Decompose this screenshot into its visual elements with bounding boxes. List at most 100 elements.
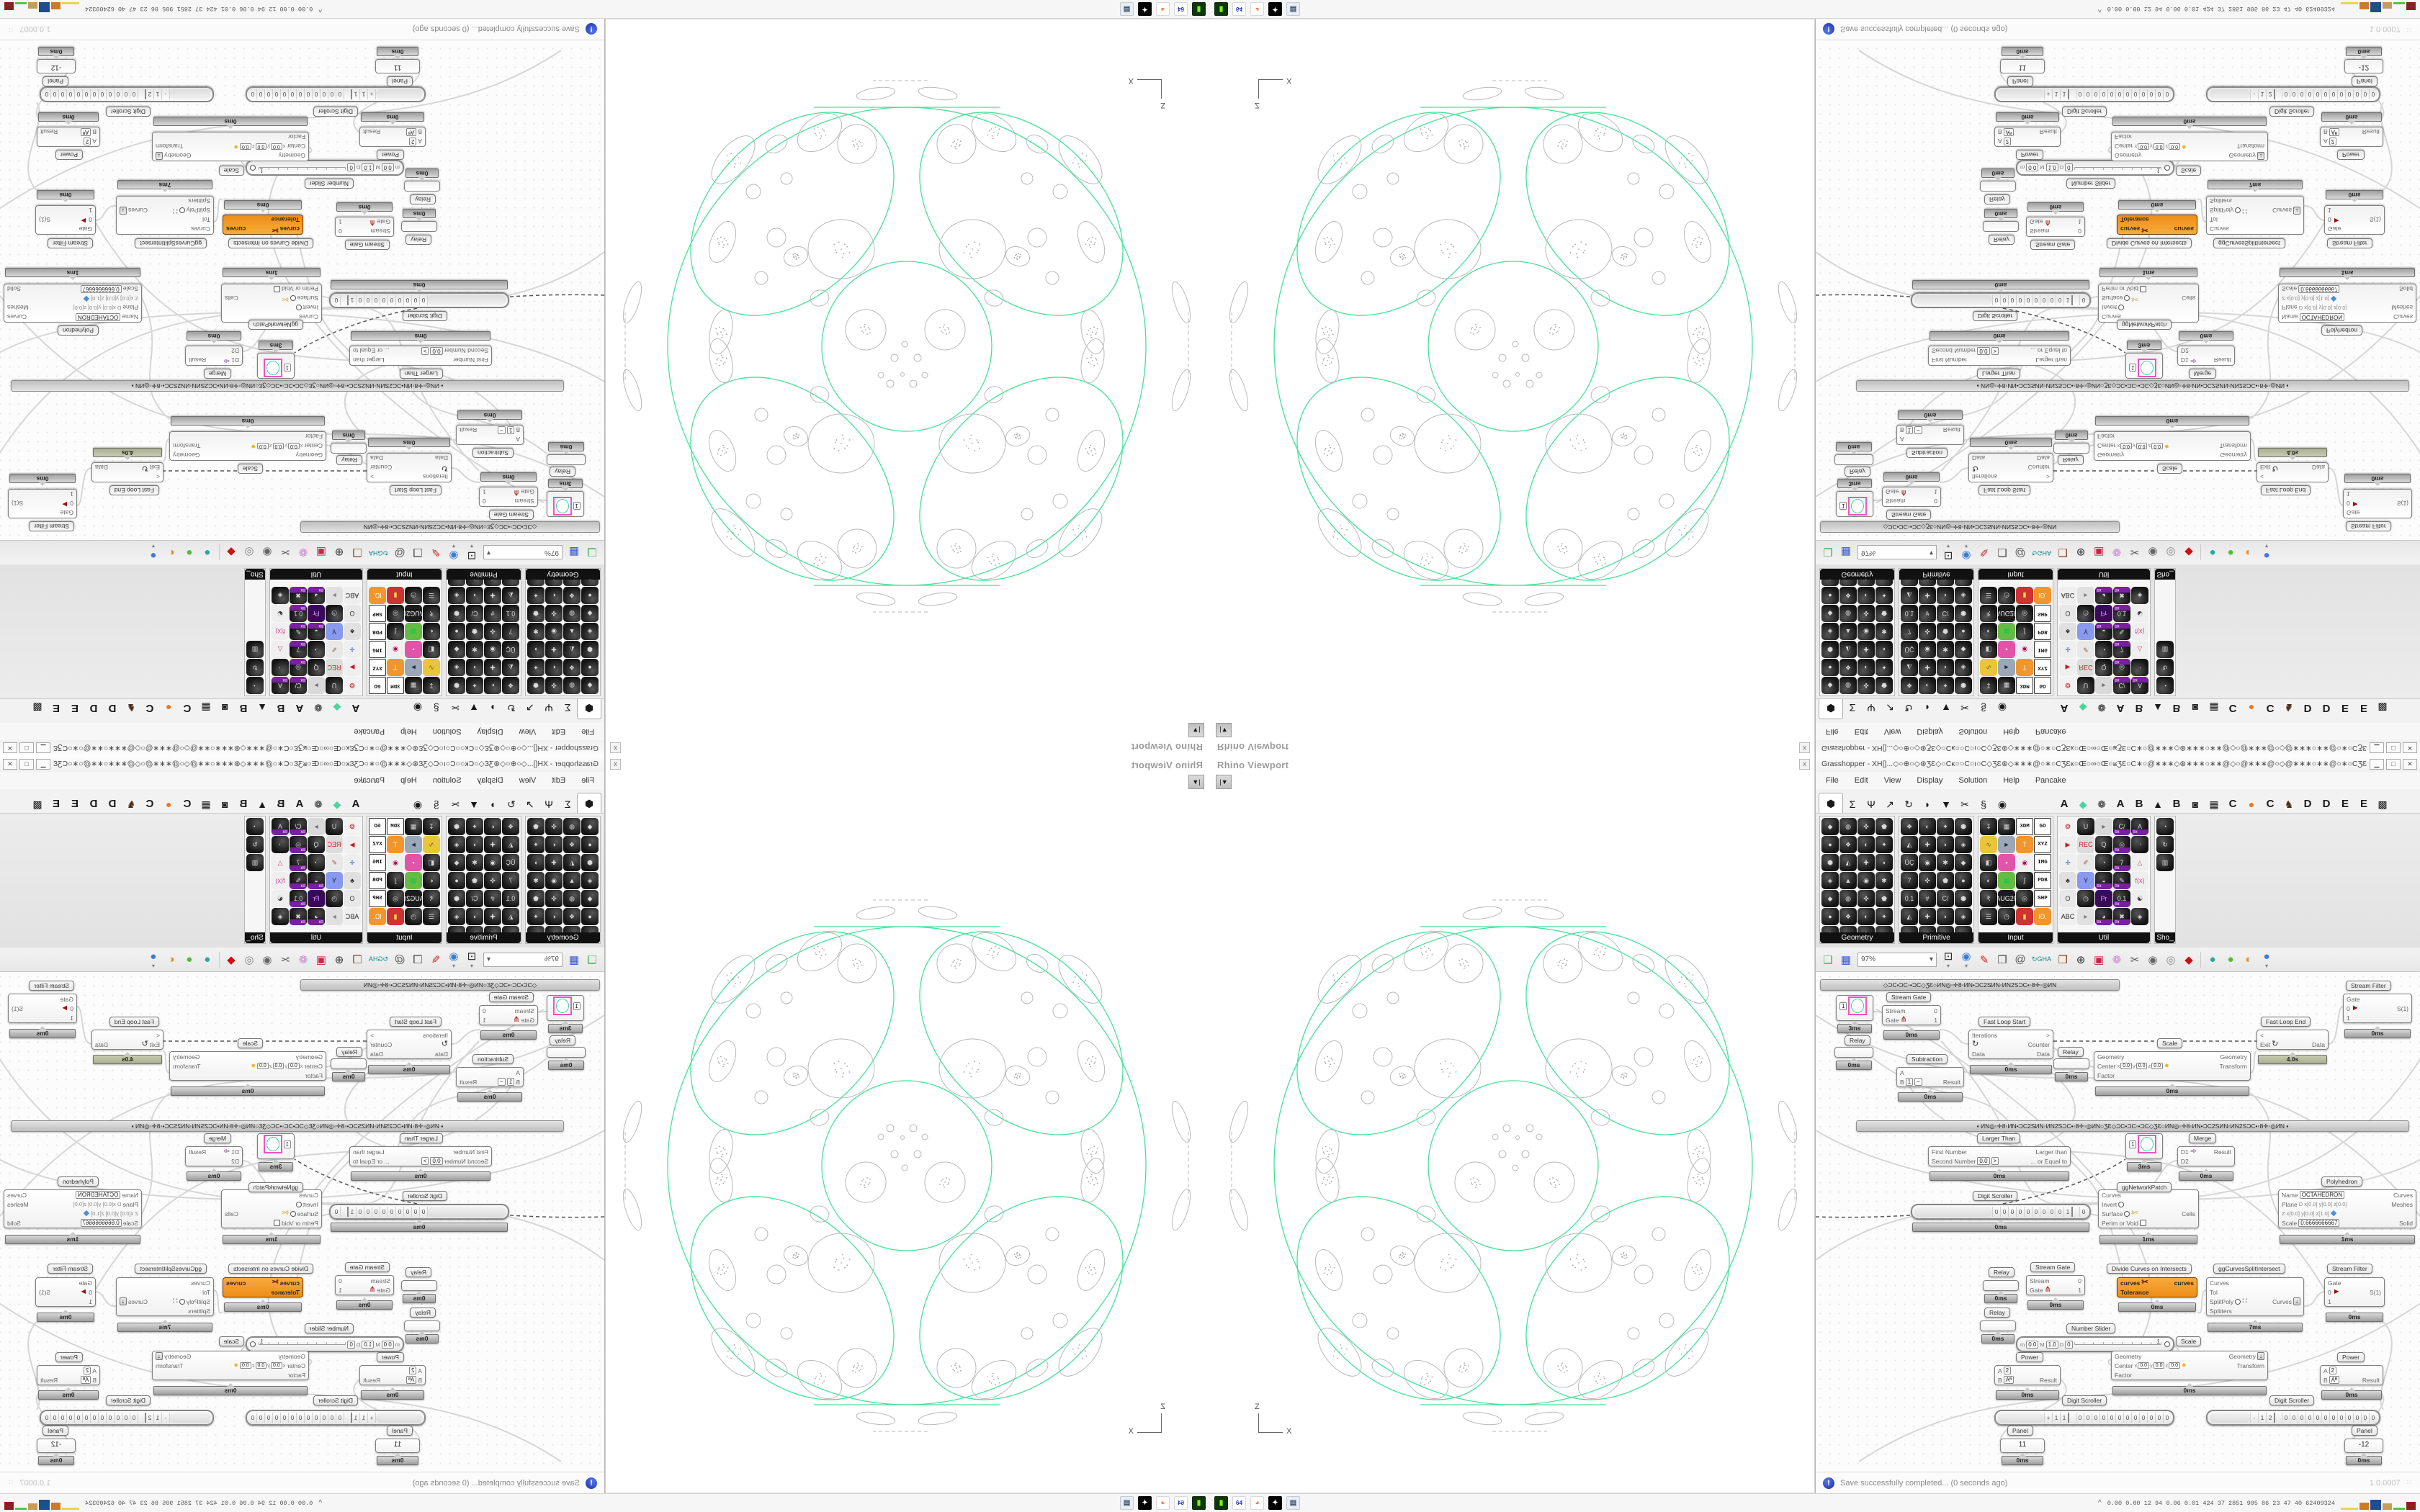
maximize-button[interactable]: □ xyxy=(2386,758,2401,770)
palette-icon[interactable]: ◔ xyxy=(2095,854,2112,871)
xyz-value-box[interactable]: 0.0 xyxy=(2151,443,2163,449)
zoom-extents-icon[interactable]: ⊡ ▾ xyxy=(467,543,477,562)
palette-icon[interactable]: ◗ xyxy=(1876,854,1893,871)
palette-icon[interactable]: ◔ xyxy=(2095,641,2112,658)
palette-icon[interactable]: # xyxy=(484,890,501,907)
digit-cell[interactable]: 2 xyxy=(146,1413,154,1423)
display-blue-icon[interactable]: ● ▾ xyxy=(2263,950,2270,969)
save-file-button[interactable]: ▦ xyxy=(568,546,580,559)
palette-icon[interactable]: ◕ xyxy=(308,587,325,604)
palette-icon[interactable]: ❖ xyxy=(563,836,581,853)
gh-tab-18[interactable]: ◙ xyxy=(221,702,228,714)
gh-tab-5[interactable]: ◗ xyxy=(489,702,496,714)
palette-label[interactable]: Primitive xyxy=(447,932,521,943)
palette-icon[interactable]: ✎ xyxy=(290,623,307,640)
gh-tab-7[interactable]: ✂ xyxy=(1960,798,1969,810)
menu-item-solution[interactable]: Solution xyxy=(1958,727,1988,736)
gh-tab-19[interactable]: ▦ xyxy=(2209,798,2219,810)
node-label-tag[interactable]: Stream Gate xyxy=(2030,1262,2076,1272)
digit-cell[interactable]: 0 xyxy=(2056,1207,2063,1217)
digit-cell[interactable]: 0 xyxy=(2048,1207,2056,1217)
palette-icon[interactable]: ◗ xyxy=(466,836,483,853)
torus-icon[interactable]: ◎ xyxy=(2166,546,2176,559)
palette-icon[interactable]: ❂ xyxy=(344,677,361,694)
palette-icon[interactable]: ✖ xyxy=(290,587,307,604)
palette-icon[interactable]: GO xyxy=(369,818,386,835)
digit-cell[interactable]: 0 xyxy=(130,1413,138,1423)
digit-cell[interactable]: 0 xyxy=(333,295,341,305)
palette-icon[interactable]: △ xyxy=(272,854,289,871)
digit-cell[interactable]: 0 xyxy=(2084,89,2092,99)
gh-node-digit-scroller-2l[interactable]: +1 1 0 0 0 0 0 0 0 0 0 0 0 0 xyxy=(1994,1410,2174,1426)
digit-cell[interactable]: 0 xyxy=(99,1413,107,1423)
gh-tab-24[interactable]: D xyxy=(2303,798,2312,810)
palette-icon[interactable]: C/ xyxy=(2113,677,2130,694)
digit-cell[interactable]: 0 xyxy=(388,1207,396,1217)
palette-icon[interactable]: ◆ xyxy=(1955,854,1972,871)
palette-icon[interactable]: ◍ xyxy=(1839,890,1857,907)
palette-icon[interactable]: ✜ xyxy=(1857,677,1875,694)
gh-node-fast-loop-start[interactable]: Iterations > ↻ Counter Data Data xyxy=(367,1030,452,1059)
palette-icon[interactable]: ▶ xyxy=(2059,836,2076,853)
value-box[interactable]: > xyxy=(1991,1157,1999,1165)
digit-cell[interactable]: 0 xyxy=(115,1413,122,1423)
digit-cell[interactable]: 0 xyxy=(2040,1207,2048,1217)
menu-item-file[interactable]: File xyxy=(581,776,594,785)
jigsaw-icon[interactable]: ✂ xyxy=(280,953,290,966)
node-label-tag[interactable]: Fast Loop End xyxy=(109,1017,159,1027)
palette-label[interactable]: Primitive xyxy=(1899,569,1973,580)
window-tool-icon[interactable]: ❒ xyxy=(2058,546,2068,559)
palette-icon[interactable]: ● xyxy=(448,872,465,889)
slider-min[interactable]: 0.0 xyxy=(2026,163,2039,172)
node-label-tag[interactable]: Stream Gate xyxy=(344,240,390,250)
galapagos-icon[interactable]: ❁ xyxy=(298,953,308,966)
menu-item-display[interactable]: Display xyxy=(1917,776,1943,785)
palette-icon[interactable]: ✱ xyxy=(1937,854,1954,871)
palette-icon[interactable]: ◷ xyxy=(1998,587,2015,604)
gh-node-panel-left[interactable]: 11 xyxy=(375,59,420,73)
gh-tab-25[interactable]: D xyxy=(89,798,98,810)
palette-icon[interactable]: ◕ xyxy=(308,908,325,925)
node-label-tag[interactable]: Polyhedron xyxy=(57,325,99,336)
gh-node-stream-gate-2[interactable]: Stream 0 Gate ⋔ 1 xyxy=(2026,1275,2085,1295)
gh-tab-0[interactable]: ⬢ xyxy=(577,793,601,813)
digit-cell[interactable]: 0 xyxy=(297,1413,305,1423)
palette-icon[interactable]: ◭ xyxy=(502,587,519,604)
palette-icon[interactable]: ◉ xyxy=(1919,641,1936,658)
digit-cell[interactable]: 0 xyxy=(2345,1413,2353,1423)
digit-cell[interactable]: 0 xyxy=(2163,89,2171,99)
node-label-tag[interactable]: Scale xyxy=(218,166,244,176)
digit-cell[interactable]: 0 xyxy=(420,295,428,305)
palette-icon[interactable]: SHP xyxy=(2034,605,2051,622)
digit-scroller-strip[interactable]: +1 1 0 0 0 0 0 0 0 0 0 0 0 0 xyxy=(246,1410,425,1425)
palette-icon[interactable]: ▮ xyxy=(2016,587,2033,604)
palette-icon[interactable]: XYZ xyxy=(2034,836,2051,853)
digit-cell[interactable] xyxy=(344,89,352,99)
palette-icon[interactable]: XYZ xyxy=(369,659,386,676)
gh-tab-2[interactable]: Ψ xyxy=(544,798,553,810)
palette-icon[interactable]: ✜ xyxy=(545,605,563,622)
palette-icon[interactable]: ◎ xyxy=(290,659,307,676)
digit-cell[interactable]: 0 xyxy=(51,89,59,99)
palette-icon[interactable]: ✚ xyxy=(1919,587,1936,604)
node-label-tag[interactable]: Panel xyxy=(2007,1426,2033,1436)
palette-icon[interactable]: ◗ xyxy=(527,854,544,871)
tray-caret-icon[interactable]: ^ xyxy=(2098,5,2102,13)
palette-icon[interactable]: ► xyxy=(2095,818,2112,835)
xyz-value-box[interactable]: 0.0 xyxy=(2169,143,2180,150)
gh-node-stream-filter-top[interactable]: Gate 0 ► S(1) 1 xyxy=(2343,994,2412,1023)
node-label-tag[interactable]: Scale xyxy=(237,1038,263,1048)
port-checkbox[interactable] xyxy=(273,1220,280,1226)
node-label-tag[interactable]: Stream Filter xyxy=(2346,521,2391,531)
gh-tab-24[interactable]: D xyxy=(108,702,117,714)
palette-icon[interactable]: ◷ xyxy=(1998,908,2015,925)
gh-tab-28[interactable]: ▩ xyxy=(2378,798,2388,810)
group-title-bar[interactable]: ▪ ИN◎◦✛8◦ИN•ƆC2SИN◦ИN2SƆC•◦8✛◦◎ИN○ƷƐ◇ƆC•… xyxy=(1856,1120,2409,1132)
number-slider-strip[interactable]: m 0.0 M 1.0 D 0 1 xyxy=(246,1337,403,1351)
digit-cell[interactable]: 0 xyxy=(2048,295,2056,305)
palette-icon[interactable]: ✱ xyxy=(527,872,544,889)
gh-tab-12[interactable]: ◆ xyxy=(333,798,341,810)
gh-tab-3[interactable]: ↗ xyxy=(1886,702,1894,714)
node-label-tag[interactable]: Panel xyxy=(387,1426,413,1436)
digit-cell[interactable]: 0 xyxy=(273,1413,281,1423)
